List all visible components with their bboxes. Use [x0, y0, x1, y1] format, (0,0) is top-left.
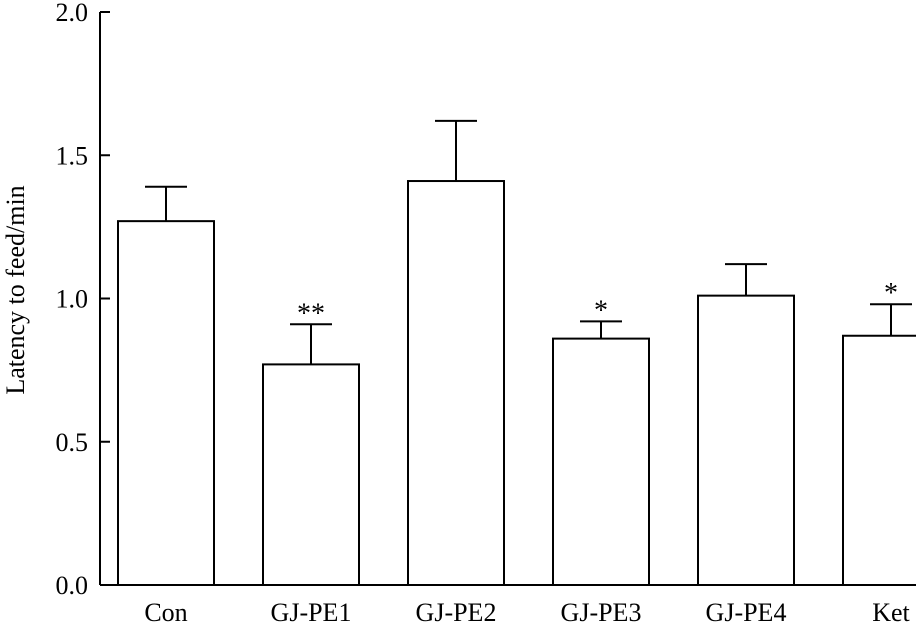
significance-label: * — [594, 295, 608, 326]
x-tick-label: GJ-PE1 — [271, 598, 352, 625]
x-tick-label: GJ-PE4 — [706, 598, 787, 625]
bar-gj-pe3 — [552, 337, 650, 586]
x-tick-label: Con — [144, 598, 187, 625]
x-tick-label: GJ-PE2 — [416, 598, 497, 625]
category-labels: Con GJ-PE1 GJ-PE2 GJ-PE3 GJ-PE4 Ket — [144, 598, 910, 625]
x-tick-label: Ket — [872, 598, 910, 625]
y-ticks: 0.0 0.5 1.0 1.5 2.0 — [56, 0, 110, 600]
y-axis-title: Latency to feed/min — [1, 185, 30, 394]
bar-gj-pe1 — [262, 363, 360, 586]
y-tick-label: 1.0 — [56, 285, 89, 314]
bar-gj-pe2 — [407, 180, 505, 586]
y-tick-label: 0.5 — [56, 428, 89, 457]
x-tick-label: GJ-PE3 — [561, 598, 642, 625]
significance-labels: ** ** — [297, 278, 898, 329]
significance-label: * — [884, 278, 898, 309]
y-tick-label: 2.0 — [56, 0, 89, 27]
error-bars — [145, 119, 912, 365]
bar-gj-pe4 — [697, 294, 795, 586]
significance-label: ** — [297, 298, 325, 329]
bar-con — [117, 220, 215, 587]
y-tick-label: 1.5 — [56, 141, 89, 170]
bar-ket — [842, 334, 916, 586]
y-tick-label: 0.0 — [56, 571, 89, 600]
bars — [117, 180, 916, 587]
